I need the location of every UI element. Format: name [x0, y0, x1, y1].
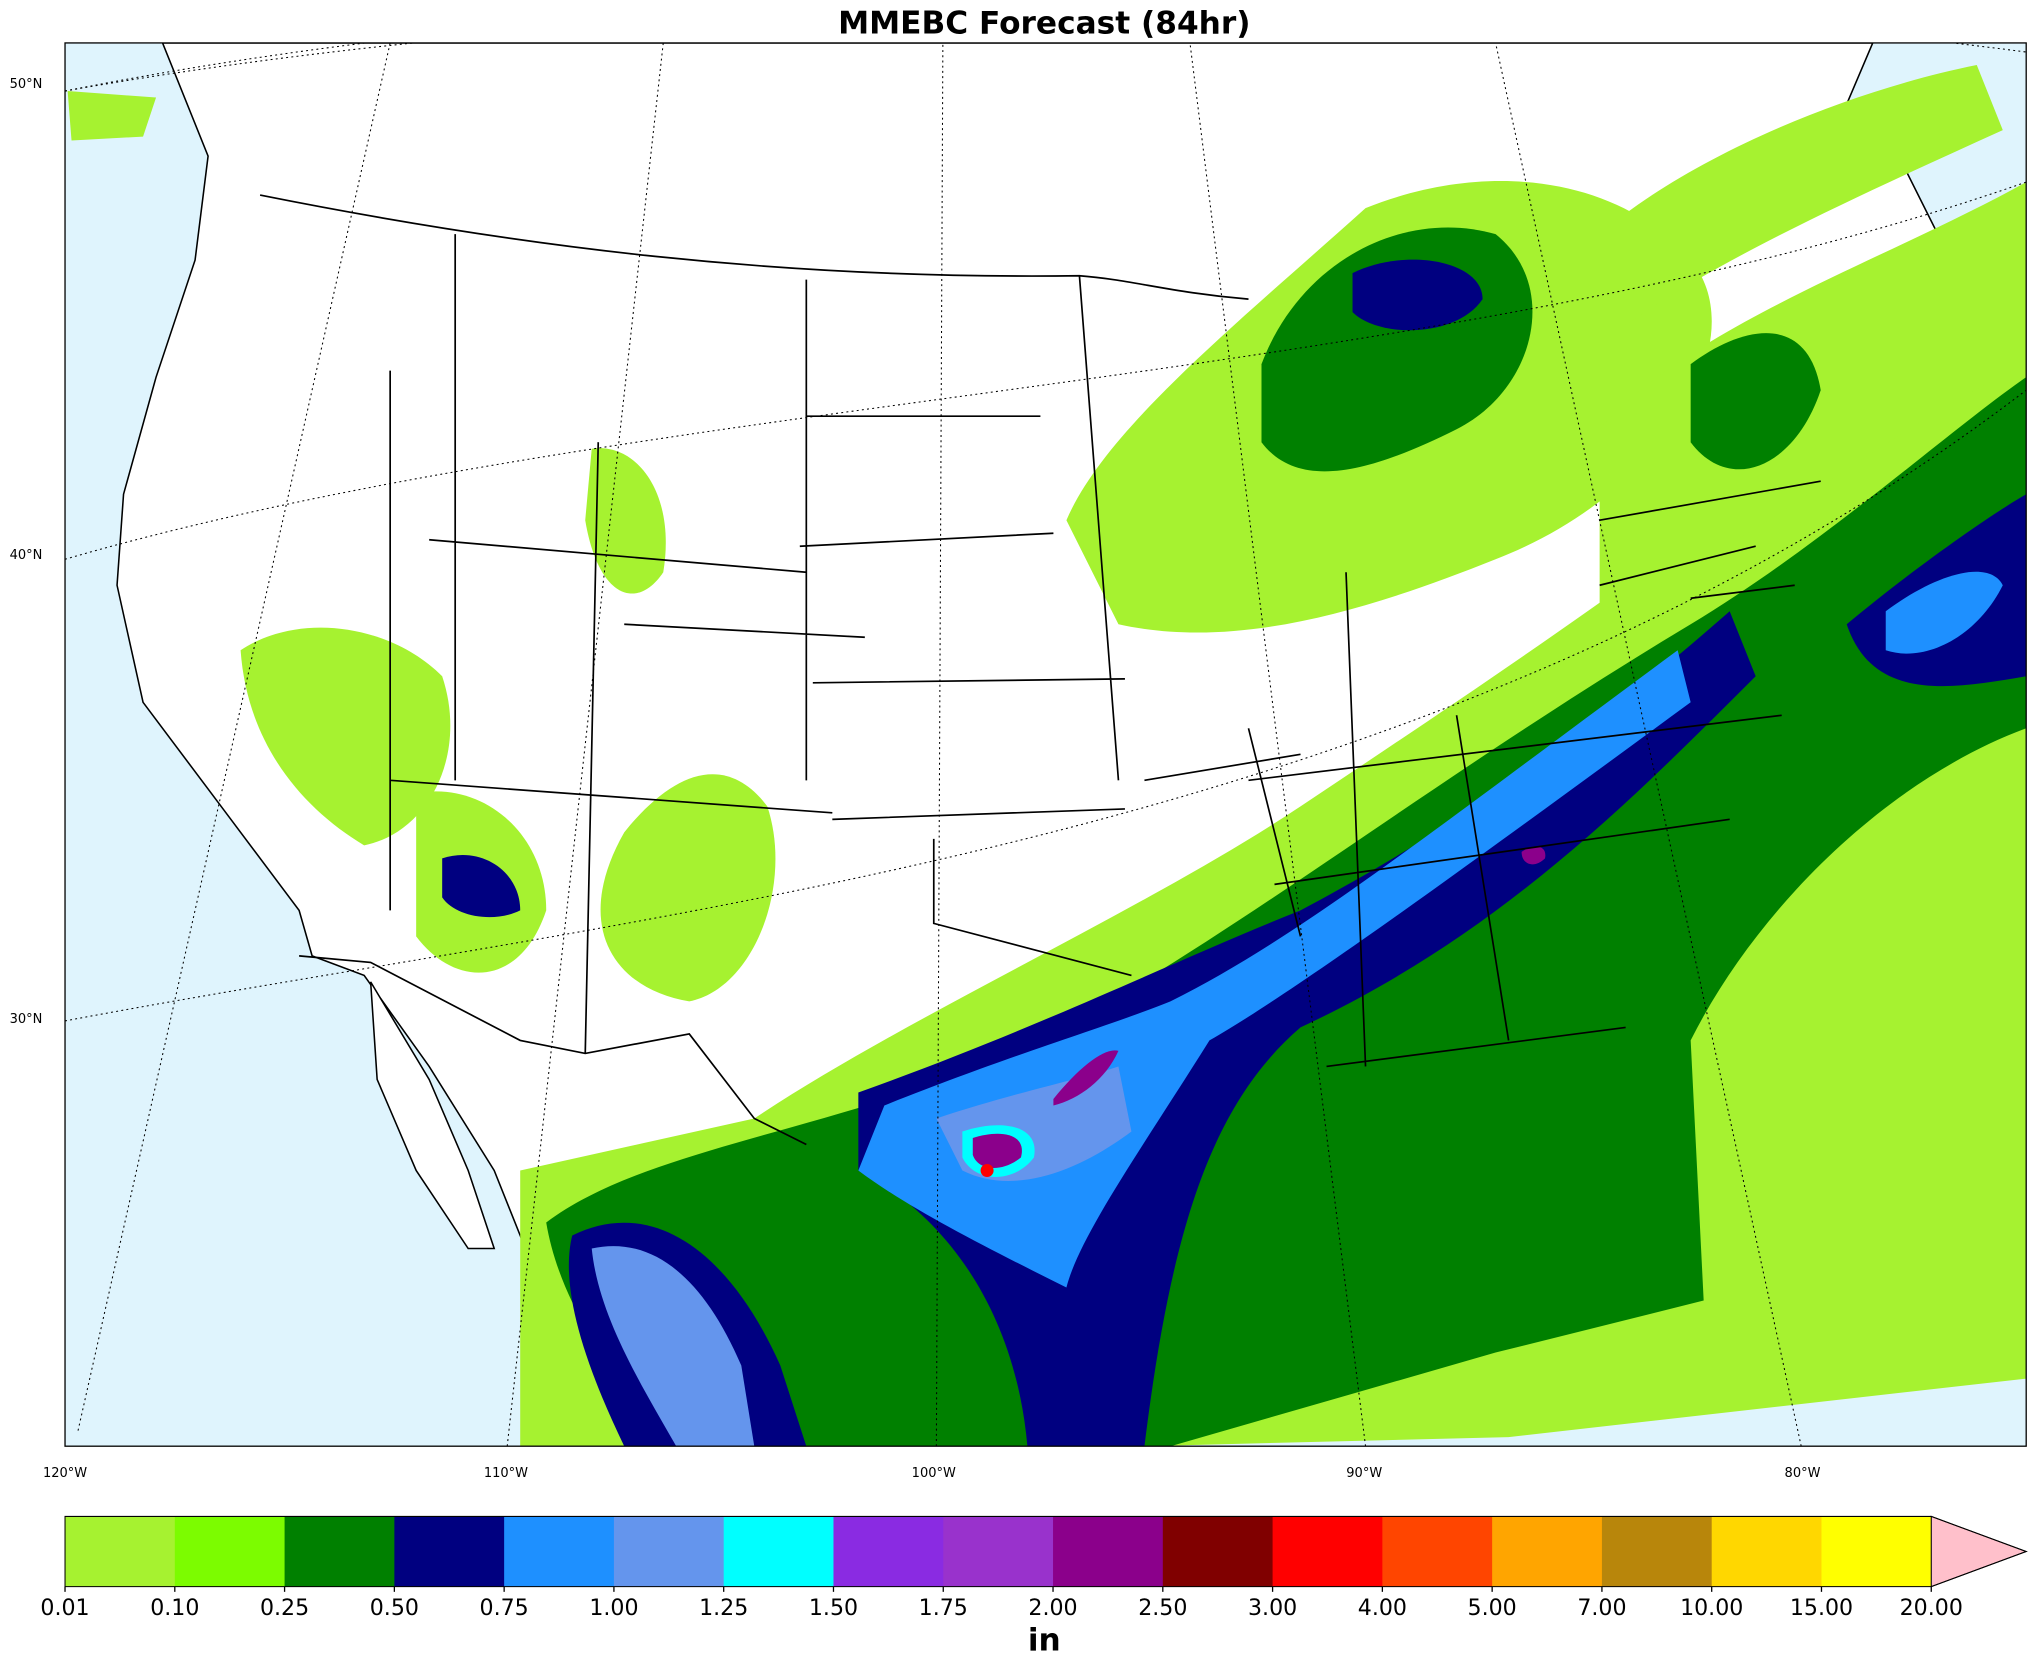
colorbar-tick-label: 4.00 — [1358, 1595, 1407, 1621]
colorbar-tick-label: 2.00 — [1028, 1595, 1077, 1621]
lon-label: 120°W — [43, 1466, 87, 1481]
precipitation — [67, 65, 2027, 1447]
colorbar-box — [1492, 1516, 1603, 1587]
axis-labels: 50°N 40°N 30°N 120°W 110°W 100°W 90°W 80… — [10, 77, 1821, 1481]
colorbar-box — [1272, 1516, 1384, 1587]
lat-label: 40°N — [10, 548, 43, 563]
colorbar-tick-label: 10.00 — [1680, 1595, 1743, 1621]
lat-label: 30°N — [10, 1012, 43, 1027]
colorbar-box — [284, 1516, 396, 1587]
colorbar-box — [394, 1516, 505, 1587]
colorbar-tick-label: 20.00 — [1900, 1595, 1963, 1621]
colorbar: 0.01 0.10 0.25 0.50 0.75 1.00 1.25 1.50 1.75 2.00… — [40, 1515, 2028, 1621]
colorbar-box — [1601, 1516, 1713, 1587]
colorbar-tick-label: 0.01 — [40, 1595, 89, 1621]
colorbar-box — [1053, 1516, 1164, 1587]
lon-label: 90°W — [1346, 1466, 1382, 1481]
lat-label: 50°N — [10, 77, 43, 92]
colorbar-tick-label: 0.10 — [150, 1595, 199, 1621]
colorbar-tick-label: 0.75 — [480, 1595, 529, 1621]
colorbar-box — [723, 1516, 835, 1587]
colorbar-extension — [1930, 1515, 2028, 1588]
colorbar-tick-label: 1.75 — [919, 1595, 968, 1621]
colorbar-tick-label: 2.50 — [1138, 1595, 1187, 1621]
colorbar-box — [833, 1516, 944, 1587]
colorbar-box — [1821, 1516, 1932, 1587]
colorbar-tick-label: 1.00 — [589, 1595, 638, 1621]
borders — [259, 194, 1821, 1146]
colorbar-tick-label: 5.00 — [1468, 1595, 1517, 1621]
title: MMEBC Forecast (84hr) — [838, 6, 1250, 42]
colorbar-tick-label: 1.50 — [809, 1595, 858, 1621]
colorbar-box — [1382, 1516, 1493, 1587]
colorbar-box — [1711, 1516, 1823, 1587]
lon-label: 80°W — [1785, 1466, 1821, 1481]
lon-label: 100°W — [912, 1466, 956, 1481]
colorbar-tick-label: 7.00 — [1577, 1595, 1626, 1621]
colorbar-outline — [64, 1515, 2028, 1588]
colorbar-box — [943, 1516, 1054, 1587]
colorbar-box — [613, 1516, 725, 1587]
map-frame — [64, 42, 2027, 1447]
colorbar-tick-label: 15.00 — [1790, 1595, 1853, 1621]
colorbar-box — [504, 1516, 615, 1587]
colorbar-tick-label: 0.50 — [370, 1595, 419, 1621]
lon-label: 110°W — [484, 1466, 528, 1481]
colorbar-tick-label: 3.00 — [1248, 1595, 1297, 1621]
colorbar-box — [65, 1516, 176, 1587]
colorbar-tick-label: 1.25 — [699, 1595, 748, 1621]
colorbar-box — [174, 1516, 286, 1587]
colorbar-box — [1162, 1516, 1274, 1587]
colorbar-tick-label: 0.25 — [260, 1595, 309, 1621]
baja — [369, 981, 496, 1250]
map — [65, 42, 2027, 1447]
graticule — [65, 42, 2027, 1447]
colorbar-unit: in — [1028, 1622, 1061, 1658]
